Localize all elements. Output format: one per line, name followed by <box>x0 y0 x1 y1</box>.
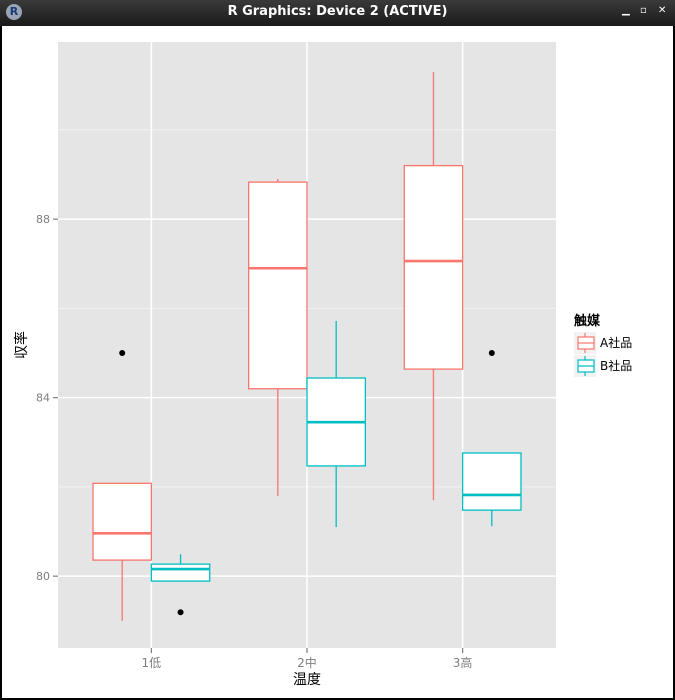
legend-title: 触媒 <box>573 313 601 329</box>
legend-label: A社品 <box>600 335 632 350</box>
box-A社品-3高 <box>403 71 464 501</box>
y-tick-label: 80 <box>36 570 50 583</box>
title-bar: R R Graphics: Device 2 (ACTIVE) ▁ ▫ ✕ <box>0 0 675 26</box>
x-tick-label: 3高 <box>453 655 473 670</box>
legend-item-B社品: B社品 <box>574 355 632 377</box>
legend-item-A社品: A社品 <box>574 332 632 354</box>
outlier-point <box>177 609 184 616</box>
y-axis-title: 収率 <box>13 331 30 359</box>
y-tick-label: 88 <box>36 213 50 226</box>
box-A社品-2中 <box>247 178 308 496</box>
outlier-point <box>119 350 126 357</box>
box-B社品-1低 <box>150 554 211 616</box>
r-logo-icon: R <box>6 4 22 20</box>
box-iqr <box>247 181 308 390</box>
minimize-icon[interactable]: ▁ <box>622 5 630 16</box>
box-iqr <box>92 482 153 561</box>
box-B社品-3高 <box>461 350 522 527</box>
box-B社品-2中 <box>306 320 367 528</box>
box-iqr <box>150 563 211 582</box>
box-iqr <box>403 164 464 370</box>
x-tick-label: 2中 <box>297 655 317 670</box>
y-tick-label: 84 <box>36 392 50 405</box>
outlier-point <box>488 350 495 357</box>
legend-label: B社品 <box>600 358 632 373</box>
box-A社品-1低 <box>92 350 153 621</box>
box-iqr <box>461 452 522 511</box>
x-axis-title: 温度 <box>293 672 321 688</box>
window-title: R Graphics: Device 2 (ACTIVE) <box>227 4 448 19</box>
close-icon[interactable]: ✕ <box>658 5 667 16</box>
maximize-icon[interactable]: ▫ <box>640 5 647 16</box>
x-tick-label: 1低 <box>142 656 162 670</box>
